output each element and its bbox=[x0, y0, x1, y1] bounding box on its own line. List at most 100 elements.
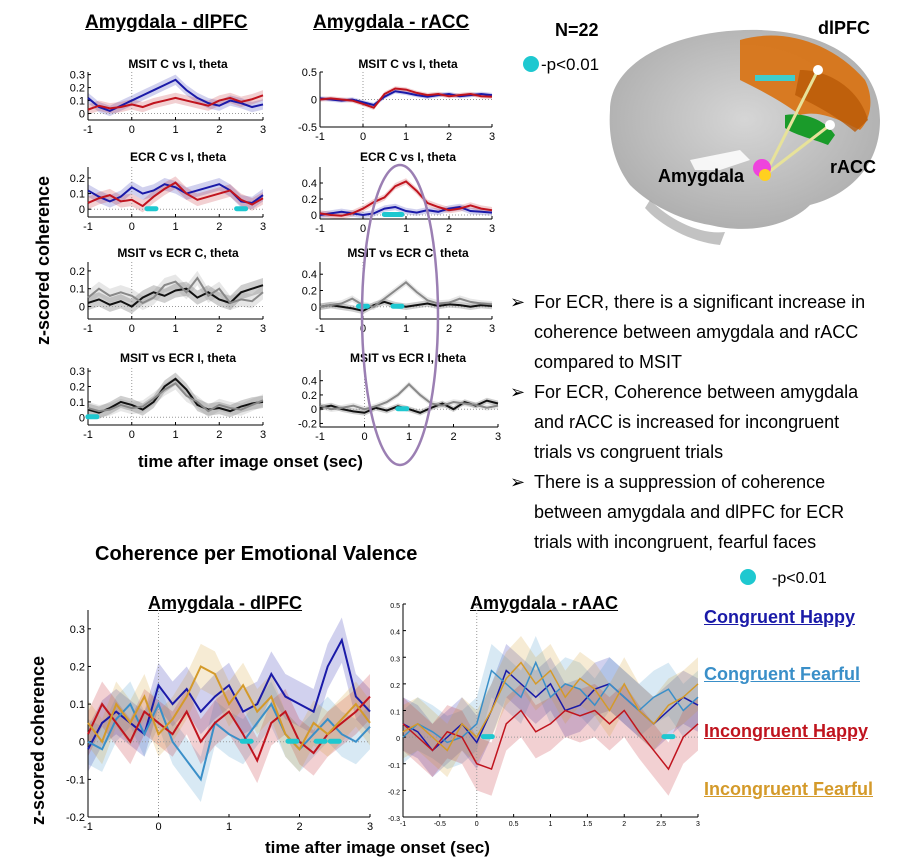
x-tick-label: -1 bbox=[315, 223, 325, 235]
chart-title: MSIT vs ECR C, theta bbox=[347, 246, 469, 260]
x-tick-label: 0 bbox=[129, 221, 135, 233]
series-line bbox=[87, 284, 264, 308]
y-tick-label: 0.5 bbox=[302, 67, 317, 79]
series-line bbox=[87, 665, 371, 751]
x-tick-label: 3 bbox=[260, 323, 266, 335]
y-tick-label: 0.2 bbox=[70, 266, 85, 278]
series-band bbox=[88, 673, 370, 784]
chart-panel: -1 -0.5 0 0.5 1 1.5 2 2.5 3 -0.3 -0.2 -0.1 0 0.1 0.2 0.… bbox=[388, 603, 700, 828]
y-tick-label: 0.3 bbox=[70, 624, 85, 636]
x-tick-label: 2.5 bbox=[656, 821, 666, 828]
y-tick-label: 0 bbox=[311, 302, 317, 314]
brain-illustration bbox=[609, 29, 880, 245]
x-tick-label: 2 bbox=[296, 821, 302, 833]
x-tick-label: 2 bbox=[450, 431, 456, 443]
legend-congruent-fearful: Congruent Fearful bbox=[704, 664, 860, 684]
y-tick-label: 0.4 bbox=[390, 630, 400, 637]
col-title-racc: Amygdala - rACC bbox=[313, 12, 470, 33]
x-tick-label: 2 bbox=[622, 821, 626, 828]
x-tick-label: 1 bbox=[172, 124, 178, 136]
y-tick-label: 0.3 bbox=[70, 70, 85, 82]
series-line bbox=[87, 382, 264, 413]
y-tick-label: -0.2 bbox=[298, 418, 317, 430]
y-tick-label: 0.5 bbox=[390, 603, 400, 610]
y-tick-label: -0.2 bbox=[388, 789, 400, 796]
sig-marker bbox=[144, 206, 159, 212]
y-tick-label: -0.5 bbox=[298, 122, 317, 134]
legend-incongruent-fearful: Incongruent Fearful bbox=[704, 779, 874, 799]
y-tick-label: 0.3 bbox=[70, 366, 85, 378]
series-band bbox=[320, 381, 498, 413]
x-tick-label: 1 bbox=[172, 221, 178, 233]
series-line bbox=[319, 180, 493, 217]
x-tick-label: 2 bbox=[446, 223, 452, 235]
y-tick-label: 0 bbox=[79, 204, 85, 216]
x-tick-label: 1 bbox=[549, 821, 553, 828]
x-tick-label: 0 bbox=[129, 323, 135, 335]
chart-panel: -1 0 1 2 300.10.20.3 bbox=[70, 70, 266, 136]
legend-congruent-happy: Congruent Happy bbox=[704, 607, 855, 627]
brain-label-dlpfc: dlPFC bbox=[818, 18, 870, 38]
x-tick-label: 2 bbox=[446, 323, 452, 335]
finding-text: For ECR, Coherence between amygdala and … bbox=[534, 382, 859, 462]
x-tick-label: 0 bbox=[361, 431, 367, 443]
x-tick-label: -1 bbox=[83, 323, 93, 335]
chart-panel: -1 0 1 2 300.20.4 bbox=[302, 167, 495, 235]
y-tick-label: 0.2 bbox=[302, 194, 317, 206]
x-tick-label: 0 bbox=[360, 223, 366, 235]
series-band bbox=[88, 270, 263, 311]
bottom-right-title: Amygdala - rAAC bbox=[470, 593, 619, 613]
x-tick-label: 3 bbox=[260, 221, 266, 233]
y-tick-label: 0.4 bbox=[302, 178, 317, 190]
x-tick-label: 2 bbox=[216, 221, 222, 233]
series-band bbox=[320, 397, 498, 416]
bottom-left-title: Amygdala - dlPFC bbox=[148, 593, 303, 613]
sig-marker-icon bbox=[523, 56, 539, 72]
x-tick-label: -1 bbox=[315, 323, 325, 335]
x-tick-label: 3 bbox=[260, 124, 266, 136]
x-tick-label: 2 bbox=[446, 131, 452, 143]
y-tick-label: 0.4 bbox=[302, 269, 317, 281]
y-tick-label: 0.1 bbox=[70, 189, 85, 201]
y-tick-label: -0.2 bbox=[66, 812, 85, 824]
sig-label: -p<0.01 bbox=[772, 570, 827, 587]
arrow-bullet-icon: ➢ bbox=[510, 472, 526, 492]
x-tick-label: 3 bbox=[489, 131, 495, 143]
y-tick-label: -0.1 bbox=[66, 774, 85, 786]
big-charts-canvas: -1 0 1 2 3 -0.2 -0.1 0 0.1 0.2 0.3 -1 -0.5 0 0.5 1 1.5 2 2… bbox=[66, 603, 700, 833]
finding-text: There is a suppression of coherence betw… bbox=[534, 472, 845, 552]
x-tick-label: 1 bbox=[403, 131, 409, 143]
x-tick-label: -1 bbox=[315, 431, 325, 443]
sig-label: -p<0.01 bbox=[541, 55, 600, 74]
y-tick-label: 0.4 bbox=[302, 376, 317, 388]
y-tick-label: 0 bbox=[79, 412, 85, 424]
sig-marker bbox=[661, 734, 676, 740]
x-tick-label: 2 bbox=[216, 429, 222, 441]
chart-panel: -1 0 1 2 3 -0.2 0 0.2 0.4 bbox=[298, 370, 501, 443]
sig-marker bbox=[390, 212, 405, 217]
series-line bbox=[87, 637, 371, 750]
series-line bbox=[87, 276, 264, 305]
y-tick-label: 0 bbox=[311, 404, 317, 416]
col-title-dlpfc: Amygdala - dlPFC bbox=[85, 12, 248, 33]
x-tick-label: 1 bbox=[226, 821, 232, 833]
y-tick-label: 0.3 bbox=[390, 656, 400, 663]
finding-text: For ECR, there is a significant increase… bbox=[534, 292, 866, 372]
y-tick-label: 0 bbox=[79, 737, 85, 749]
x-tick-label: 1 bbox=[172, 323, 178, 335]
sig-marker bbox=[395, 406, 410, 412]
top-x-axis-label: time after image onset (sec) bbox=[138, 452, 363, 471]
x-tick-label: -1 bbox=[83, 124, 93, 136]
sig-marker bbox=[327, 738, 342, 744]
chart-panel: -1 0 1 2 3 0 0.1 0.2 bbox=[70, 167, 266, 233]
y-tick-label: 0.2 bbox=[70, 661, 85, 673]
x-tick-label: 3 bbox=[495, 431, 501, 443]
x-tick-label: -1 bbox=[83, 221, 93, 233]
x-tick-label: 3 bbox=[696, 821, 700, 828]
series-line bbox=[402, 709, 699, 771]
finding-item: ➢ For ECR, Coherence between amygdala and… bbox=[510, 377, 880, 467]
x-tick-label: -0.5 bbox=[434, 821, 446, 828]
sig-marker bbox=[480, 734, 495, 740]
x-tick-label: 0 bbox=[155, 821, 161, 833]
y-tick-label: 0.2 bbox=[302, 286, 317, 298]
